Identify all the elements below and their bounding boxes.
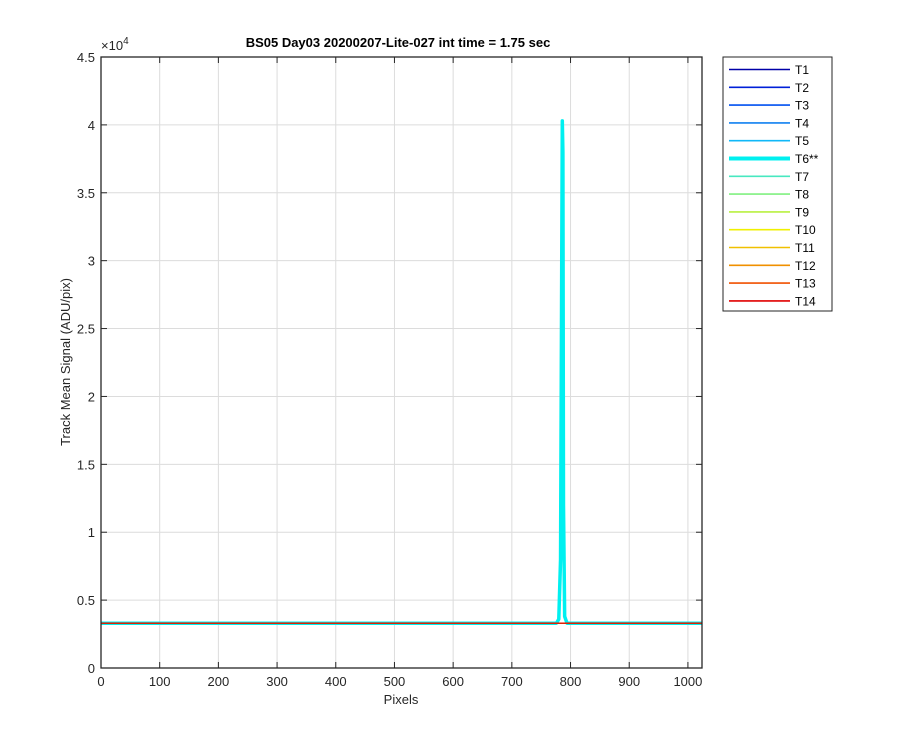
y-tick-label: 1.5: [77, 457, 95, 472]
plot-area-border: [100, 56, 703, 669]
x-tick-label: 0: [97, 674, 104, 689]
legend-label: T1: [795, 63, 809, 77]
chart-title: BS05 Day03 20200207-Lite-027 int time = …: [246, 35, 551, 50]
y-tick-label: 1: [88, 525, 95, 540]
x-tick-label: 200: [208, 674, 230, 689]
legend-label: T3: [795, 99, 809, 113]
x-tick-label: 100: [149, 674, 171, 689]
legend: T1 T2 T3 T4 T5 T6** T7 T8 T9 T10 T11 T12 T13 T14: [722, 56, 833, 312]
y-tick-label: 0.5: [77, 593, 95, 608]
x-tick-label: 500: [384, 674, 406, 689]
legend-label: T7: [795, 170, 809, 184]
x-tick-label: 600: [442, 674, 464, 689]
y-axis-label: Track Mean Signal (ADU/pix): [58, 278, 73, 446]
series-line-t6: [101, 119, 702, 625]
x-tick-label: 800: [560, 674, 582, 689]
x-tick-label: 700: [501, 674, 523, 689]
y-axis-exponent-power: 4: [123, 36, 129, 47]
x-tick-label: 400: [325, 674, 347, 689]
y-tick-label: 2.5: [77, 322, 95, 337]
y-tick-label: 0: [88, 661, 95, 676]
legend-label: T10: [795, 223, 816, 237]
axis-ticks: 0 100 200 300 400 500 600 700 800 900 1000 0 0.5 1 1.5…: [77, 50, 702, 689]
y-axis-exponent-base: ×10: [101, 38, 123, 53]
legend-label: T6**: [795, 152, 819, 166]
legend-label: T2: [795, 81, 809, 95]
legend-label: T12: [795, 259, 816, 273]
legend-box: [722, 56, 833, 312]
y-axis-exponent: ×104: [101, 36, 129, 53]
plot-series: [101, 119, 702, 625]
y-tick-label: 3: [88, 254, 95, 269]
x-axis-label: Pixels: [384, 692, 419, 707]
y-tick-label: 2: [88, 389, 95, 404]
legend-label: T8: [795, 188, 809, 202]
y-tick-label: 4: [88, 118, 95, 133]
legend-label: T14: [795, 294, 816, 308]
legend-label: T13: [795, 277, 816, 291]
x-tick-label: 900: [618, 674, 640, 689]
legend-label: T11: [795, 241, 815, 255]
x-tick-label: 300: [266, 674, 288, 689]
y-tick-label: 4.5: [77, 50, 95, 65]
legend-label: T9: [795, 205, 809, 219]
y-tick-label: 3.5: [77, 186, 95, 201]
legend-label: T4: [795, 116, 809, 130]
grid: [100, 56, 702, 669]
legend-label: T5: [795, 134, 809, 148]
x-tick-label: 1000: [673, 674, 702, 689]
